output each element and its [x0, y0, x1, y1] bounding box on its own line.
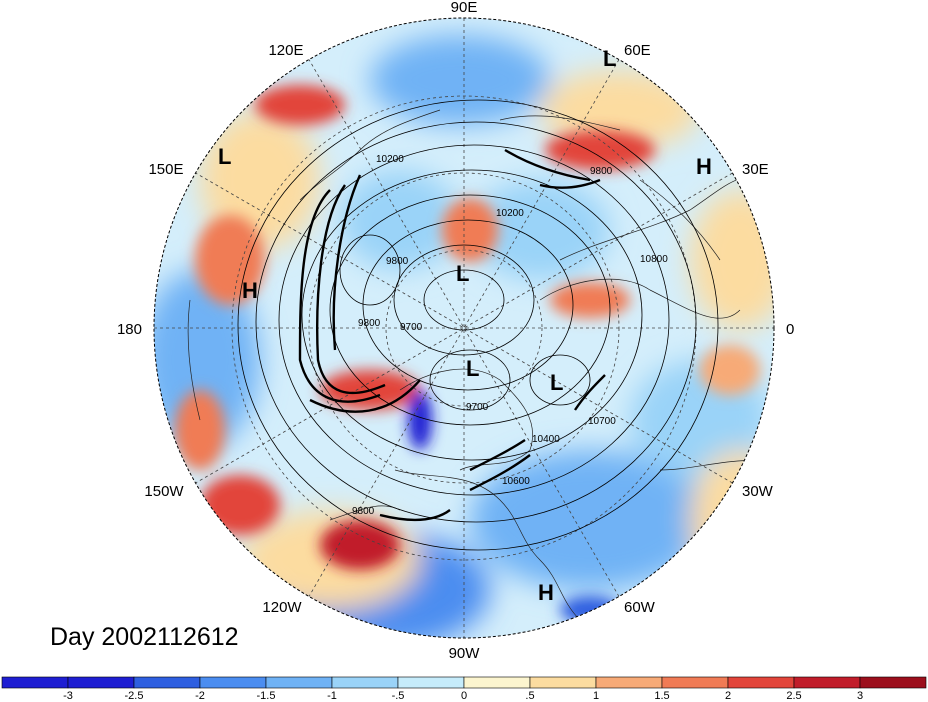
lon-label-90e: 90E	[451, 0, 478, 16]
colorbar-tick-label: -3	[63, 690, 73, 702]
colorbar-tick-label: -2.5	[125, 690, 144, 702]
high-center-south-america: H	[538, 580, 554, 605]
contour-label: 9800	[352, 506, 375, 517]
colorbar-tick-label: 3	[857, 690, 863, 702]
lon-label-60w: 60W	[624, 599, 656, 616]
colorbar-box	[595, 676, 663, 689]
longitude-labels: 90E 60E 30E 0 30W 60W 90W 120W 150W 180 …	[117, 0, 794, 662]
contour-label: 10600	[502, 476, 530, 487]
high-center-asia: H	[696, 154, 712, 179]
colorbar-tick-label: 2	[725, 690, 731, 702]
jet-contours	[298, 148, 606, 522]
anomaly-shading	[154, 18, 774, 638]
low-center-west-pacific: L	[218, 144, 231, 169]
colorbar-box	[133, 676, 201, 689]
lon-label-150w: 150W	[144, 483, 184, 500]
low-center-pole: L	[456, 261, 469, 286]
map-boundary	[153, 17, 775, 639]
colorbar: -3 -2.5 -2 -1.5 -1 -.5 0 .5 1 1.5 2 2.5 3	[1, 676, 927, 702]
colorbar-box	[661, 676, 729, 689]
contour-label: 10800	[640, 254, 668, 265]
contour-labels: 10200 10200 9800 9800 9800 9700 9700 104…	[352, 154, 668, 517]
colorbar-tick-label: 2.5	[786, 690, 801, 702]
colorbar-box	[793, 676, 861, 689]
colorbar-box	[67, 676, 135, 689]
contour-label: 9800	[358, 318, 381, 329]
colorbar-tick-label: 1.5	[654, 690, 669, 702]
colorbar-tick-label: .5	[525, 690, 534, 702]
colorbar-box	[265, 676, 333, 689]
colorbar-tick-label: 0	[461, 690, 467, 702]
colorbar-tick-label: -.5	[392, 690, 405, 702]
colorbar-box	[1, 676, 69, 689]
lon-label-180: 180	[117, 321, 142, 338]
contour-label: 10200	[376, 154, 404, 165]
colorbar-box	[331, 676, 399, 689]
contour-label: 10200	[496, 208, 524, 219]
colorbar-tick-label: 1	[593, 690, 599, 702]
colorbar-tick-label: -1	[327, 690, 337, 702]
lon-label-120e: 120E	[268, 42, 303, 59]
colorbar-box	[727, 676, 795, 689]
contour-label: 9700	[466, 402, 489, 413]
lon-label-30w: 30W	[742, 483, 774, 500]
lon-label-120w: 120W	[262, 599, 302, 616]
lon-label-150e: 150E	[148, 161, 183, 178]
lon-label-30e: 30E	[742, 161, 769, 178]
contour-label: 10700	[588, 416, 616, 427]
colorbar-box	[397, 676, 465, 689]
colorbar-box	[859, 676, 927, 689]
colorbar-box	[463, 676, 531, 689]
colorbar-box	[199, 676, 267, 689]
lon-label-0: 0	[786, 321, 794, 338]
colorbar-box	[529, 676, 597, 689]
contour-label: 9700	[400, 322, 423, 333]
low-center-atlantic: L	[550, 370, 563, 395]
lon-label-90w: 90W	[449, 645, 481, 662]
map-title: Day 2002112612	[50, 623, 239, 651]
low-center-siberia: L	[603, 46, 616, 71]
high-center-pacific: H	[242, 278, 258, 303]
lon-label-60e: 60E	[624, 42, 651, 59]
colorbar-tick-label: -2	[195, 690, 205, 702]
low-center-hudson: L	[466, 356, 479, 381]
pressure-centers: L L L L L H H H	[218, 46, 712, 605]
height-contours	[237, 99, 719, 551]
contour-label: 9800	[590, 166, 613, 177]
colorbar-tick-label: -1.5	[257, 690, 276, 702]
contour-label: 9800	[386, 256, 409, 267]
contour-label: 10400	[532, 434, 560, 445]
